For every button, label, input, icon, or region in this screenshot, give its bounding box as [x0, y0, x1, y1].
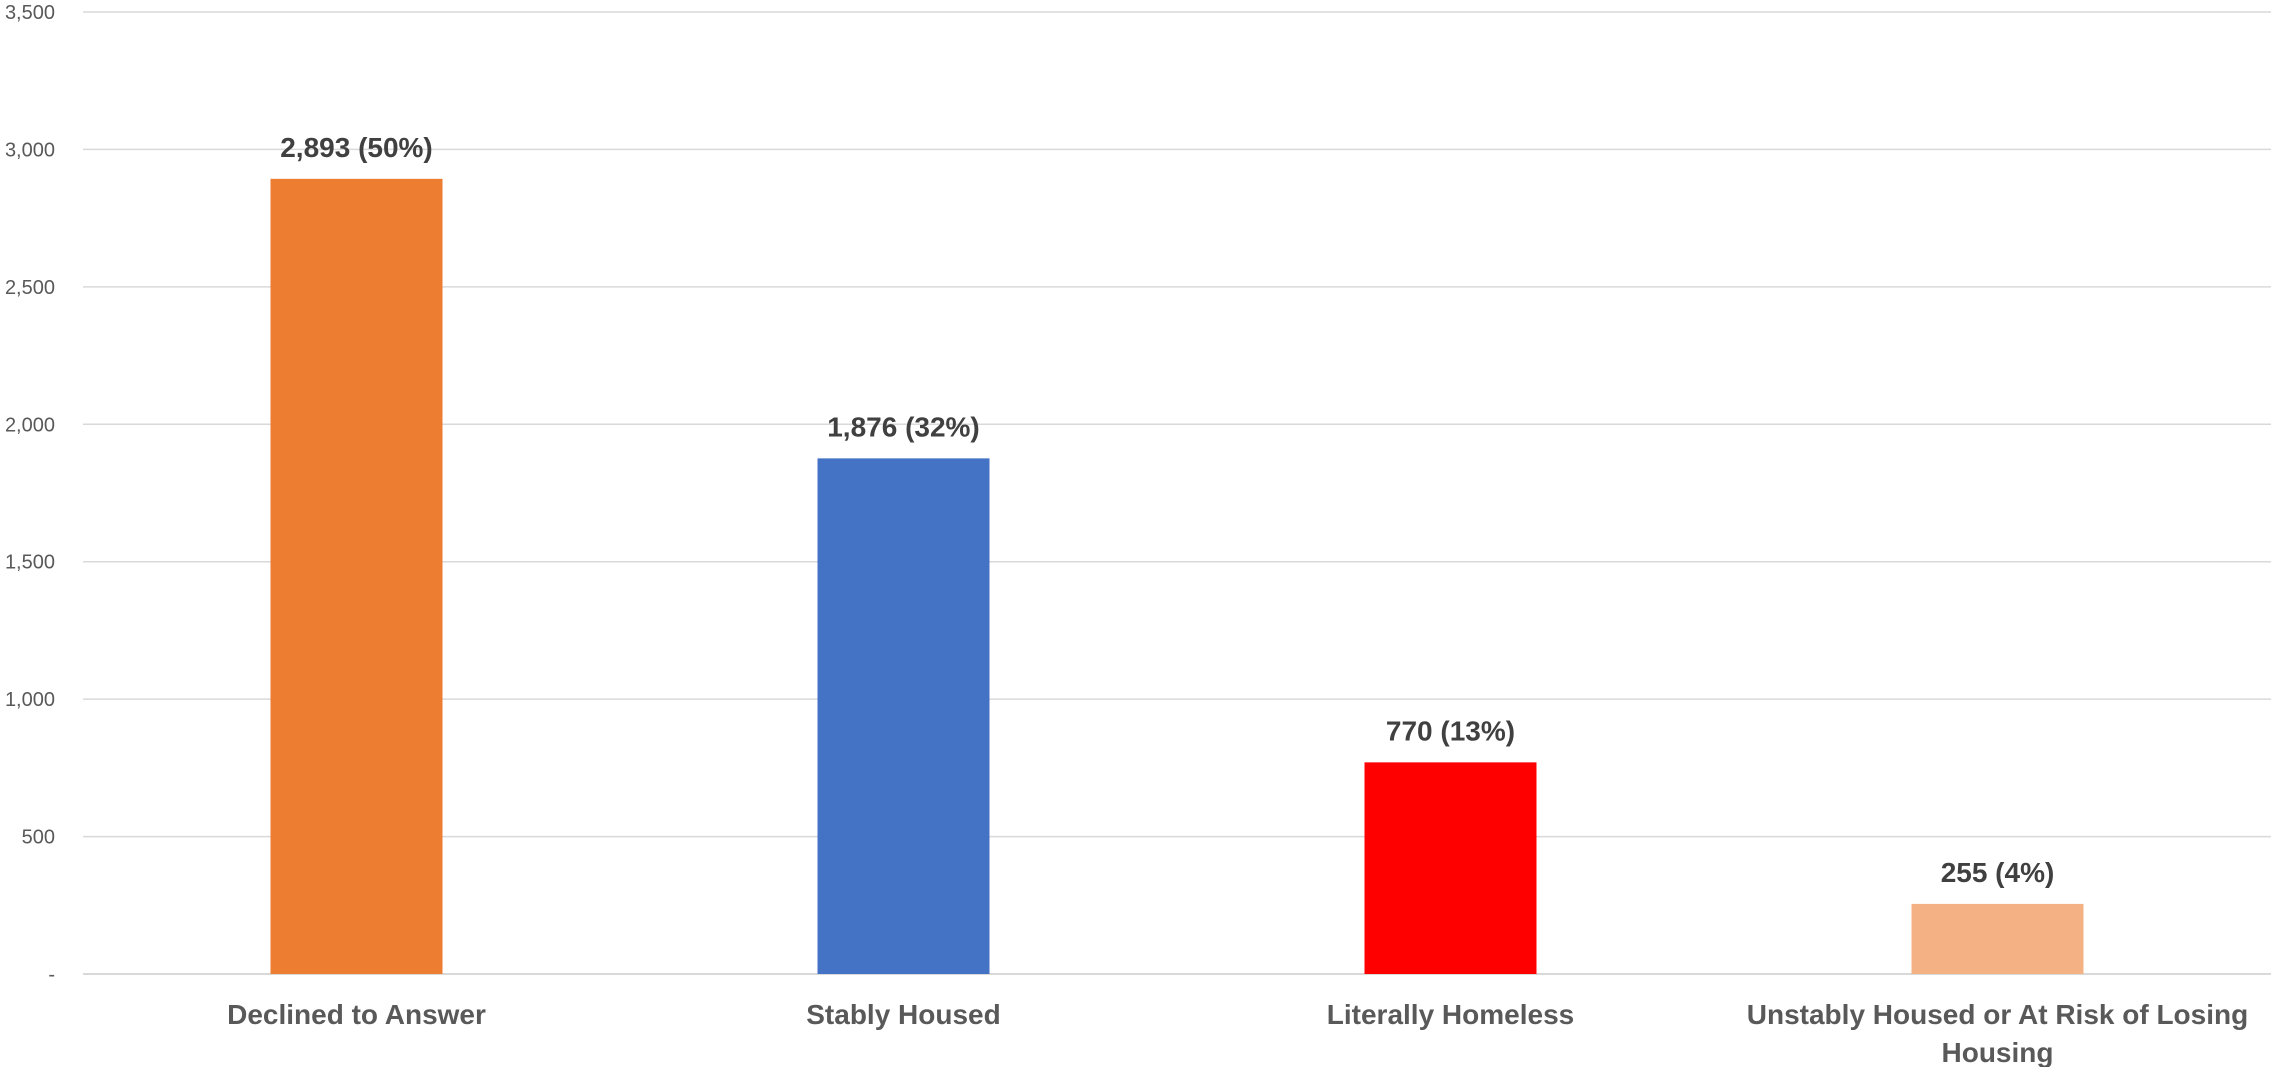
data-label: 1,876 (32%)	[827, 411, 980, 442]
data-labels: 2,893 (50%) 1,876 (32%) 770 (13%) 255 (4%)	[280, 132, 2054, 888]
y-axis-tick-labels: - 500 1,000 1,500 2,000 2,500 3,000 3,500	[5, 2, 55, 986]
y-tick-label: 1,000	[5, 689, 55, 711]
category-label: Stably Housed	[806, 999, 1000, 1030]
bar	[817, 458, 990, 974]
y-tick-label: 3,500	[5, 2, 55, 24]
category-label: Unstably Housed or At Risk of Losing Hous…	[1747, 999, 2248, 1067]
data-label: 2,893 (50%)	[280, 132, 433, 163]
data-label: 770 (13%)	[1386, 715, 1515, 746]
category-label: Literally Homeless	[1327, 999, 1574, 1030]
y-tick-label: -	[48, 964, 55, 986]
bar	[270, 178, 443, 975]
bars	[270, 178, 2084, 975]
y-tick-label: 2,000	[5, 414, 55, 436]
y-tick-label: 1,500	[5, 552, 55, 574]
y-tick-label: 3,000	[5, 139, 55, 161]
gridlines	[83, 11, 2271, 975]
data-label: 255 (4%)	[1941, 857, 2055, 888]
category-label: Declined to Answer	[227, 999, 486, 1030]
bar	[1911, 903, 2084, 974]
x-axis-category-labels: Declined to Answer Stably Housed Literally…	[227, 999, 2248, 1067]
y-tick-label: 2,500	[5, 277, 55, 299]
bar	[1364, 762, 1537, 974]
y-tick-label: 500	[22, 827, 55, 849]
